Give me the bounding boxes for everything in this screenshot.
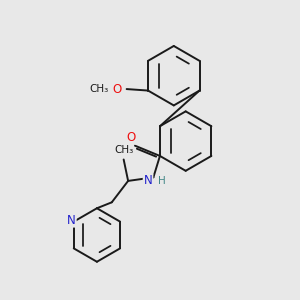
Text: CH₃: CH₃ <box>89 84 108 94</box>
Text: O: O <box>127 131 136 144</box>
Text: CH₃: CH₃ <box>114 145 133 155</box>
Text: H: H <box>158 176 166 186</box>
Text: N: N <box>144 174 152 188</box>
Text: N: N <box>67 214 76 226</box>
Text: O: O <box>112 82 122 96</box>
